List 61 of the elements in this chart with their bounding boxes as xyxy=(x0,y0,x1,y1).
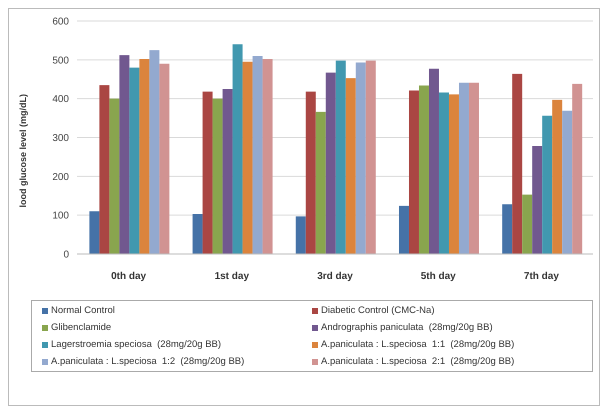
y-axis-title: lood glucose level (mg/dL) xyxy=(18,94,28,208)
legend-label: Normal Control xyxy=(51,305,115,316)
bar xyxy=(428,68,439,254)
bar xyxy=(562,110,572,254)
bar xyxy=(502,204,512,254)
bar xyxy=(262,59,273,254)
bar xyxy=(202,92,213,254)
bar xyxy=(326,72,336,254)
legend-label: Andrographis paniculata (28mg/20g BB) xyxy=(321,322,493,333)
bar xyxy=(356,62,366,254)
y-tick-label: 300 xyxy=(52,133,70,144)
bar xyxy=(346,78,356,254)
bar xyxy=(149,50,160,254)
bar xyxy=(438,92,449,254)
x-tick-label: 7th day xyxy=(524,271,560,282)
legend-label: A.paniculata : L.speciosa 1:1 (28mg/20g BB) xyxy=(321,339,514,350)
bar xyxy=(418,85,429,254)
legend-label: A.paniculata : L.speciosa 2:1 (28mg/20g BB) xyxy=(321,356,514,367)
bar xyxy=(512,74,522,254)
legend-label: Diabetic Control (CMC-Na) xyxy=(321,305,434,316)
bar xyxy=(408,90,419,254)
bar xyxy=(458,82,469,254)
bar xyxy=(222,88,233,254)
x-tick-label: 1st day xyxy=(214,271,250,282)
bar xyxy=(522,194,532,254)
bar xyxy=(232,44,243,254)
bar xyxy=(336,60,346,254)
bar xyxy=(572,84,582,254)
y-tick-label: 100 xyxy=(52,210,70,222)
legend-label: Glibenclamide xyxy=(51,322,112,333)
x-tick-label: 0th day xyxy=(111,271,147,282)
y-tick-label: 600 xyxy=(52,16,70,28)
bar xyxy=(212,98,223,254)
bar xyxy=(316,112,326,254)
bar xyxy=(129,68,140,254)
bar xyxy=(448,94,459,254)
bar xyxy=(119,55,130,254)
x-tick-label: 3rd day xyxy=(317,271,354,282)
legend-label: A.paniculata : L.speciosa 1:2 (28mg/20g BB) xyxy=(51,356,244,367)
bar xyxy=(192,214,203,254)
bar xyxy=(542,116,552,254)
bar xyxy=(139,59,150,254)
bar xyxy=(366,60,376,254)
bar xyxy=(532,146,542,254)
bar xyxy=(552,100,562,254)
bar xyxy=(398,206,409,254)
bar xyxy=(306,92,316,254)
y-tick-label: 0 xyxy=(63,250,70,261)
bar xyxy=(99,85,110,254)
x-tick-label: 5th day xyxy=(420,271,456,282)
y-tick-label: 400 xyxy=(52,94,70,106)
y-tick-label: 200 xyxy=(52,172,70,183)
bar xyxy=(252,56,263,254)
bar xyxy=(109,98,120,254)
bar xyxy=(468,82,479,254)
legend-label: Lagerstroemia speciosa (28mg/20g BB) xyxy=(51,339,222,350)
bar xyxy=(89,211,100,254)
bar xyxy=(159,64,170,254)
bar xyxy=(296,216,306,254)
bar xyxy=(242,62,253,254)
y-tick-label: 500 xyxy=(52,55,70,66)
